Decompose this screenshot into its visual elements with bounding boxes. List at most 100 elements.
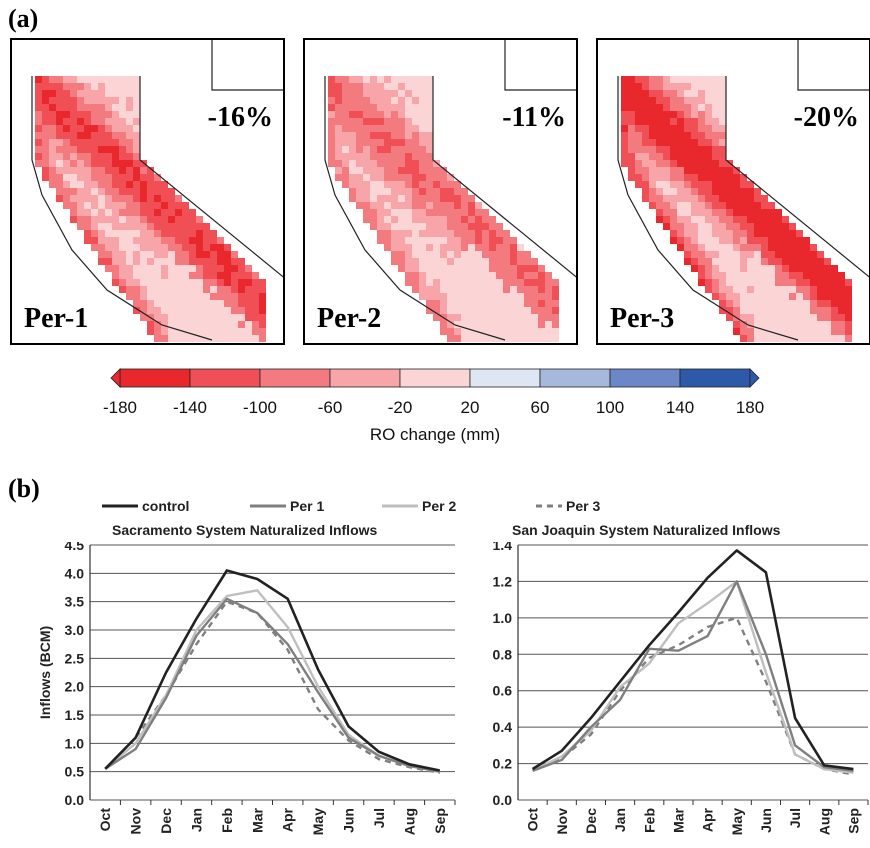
map-cell [133, 300, 140, 307]
map-cell [489, 230, 496, 237]
map-change-percent: -16% [207, 102, 273, 133]
map-cell [447, 251, 454, 258]
map-cell [112, 216, 119, 223]
map-cell [733, 223, 740, 230]
map-cell [517, 321, 524, 328]
map-cell [217, 307, 224, 314]
colorbar-tick-label: 60 [530, 398, 550, 417]
map-cell [349, 90, 356, 97]
map-cell [377, 195, 384, 202]
map-cell [789, 328, 796, 335]
map-cell [719, 181, 726, 188]
map-cell [133, 279, 140, 286]
map-cell [719, 125, 726, 132]
map-cell [133, 230, 140, 237]
map-cell [782, 314, 789, 321]
map-cell [168, 293, 175, 300]
map-cell [238, 258, 245, 265]
map-cell [747, 321, 754, 328]
map-cell [824, 265, 831, 272]
map-cell [775, 230, 782, 237]
map-cell [140, 300, 147, 307]
map-cell [419, 237, 426, 244]
map-cell [126, 258, 133, 265]
map-cell [245, 321, 252, 328]
map-cell [517, 335, 524, 342]
map-cell [740, 286, 747, 293]
map-cell [203, 237, 210, 244]
map-cell [189, 300, 196, 307]
map-cell [175, 258, 182, 265]
map-cell [419, 76, 426, 83]
map-cell [705, 223, 712, 230]
map-cell [412, 237, 419, 244]
y-tick-label: 0.6 [493, 683, 513, 699]
map-cell [468, 237, 475, 244]
map-cell [531, 314, 538, 321]
map-cell [475, 300, 482, 307]
map-cell [747, 265, 754, 272]
map-cell [698, 195, 705, 202]
map-cell [49, 97, 56, 104]
map-cell [761, 195, 768, 202]
map-cell [91, 97, 98, 104]
map-cell [356, 195, 363, 202]
map-cell [705, 188, 712, 195]
map-cell [98, 181, 105, 188]
map-cell [761, 328, 768, 335]
map-cell [747, 286, 754, 293]
map-cell [84, 209, 91, 216]
map-cell [698, 104, 705, 111]
map-cell [817, 279, 824, 286]
map-cell [712, 279, 719, 286]
map-cell [168, 230, 175, 237]
map-cell [440, 265, 447, 272]
map-cell [259, 335, 266, 342]
map-cell [335, 146, 342, 153]
map-cell [391, 216, 398, 223]
map-cell [56, 104, 63, 111]
map-cell [384, 181, 391, 188]
map-cell [335, 139, 342, 146]
map-cell [719, 132, 726, 139]
map-cell [726, 216, 733, 223]
map-cell [503, 286, 510, 293]
map-cell [628, 146, 635, 153]
map-cell [154, 286, 161, 293]
map-cell [810, 314, 817, 321]
map-cell [224, 279, 231, 286]
map-cell [712, 104, 719, 111]
x-tick-label: Aug [401, 808, 417, 835]
map-cell [398, 230, 405, 237]
map-cell [538, 279, 545, 286]
map-cell [56, 195, 63, 202]
y-tick-label: 1.0 [493, 610, 513, 626]
map-cell [182, 307, 189, 314]
map-cell [412, 153, 419, 160]
colorbar-tick-label: 20 [460, 398, 480, 417]
map-cell [419, 160, 426, 167]
map-cell [49, 118, 56, 125]
map-cell [224, 293, 231, 300]
map-cell [433, 300, 440, 307]
map-cell [161, 188, 168, 195]
map-cell [328, 76, 335, 83]
map-cell [384, 76, 391, 83]
map-cell [789, 321, 796, 328]
map-cell [370, 216, 377, 223]
colorbar-segment [119, 368, 191, 388]
map-cell [419, 195, 426, 202]
map-cell [747, 307, 754, 314]
map-cell [691, 237, 698, 244]
map-cell [35, 104, 42, 111]
map-cell [447, 265, 454, 272]
map-cell [510, 258, 517, 265]
map-cell [49, 90, 56, 97]
map-cell [412, 181, 419, 188]
map-cell [231, 258, 238, 265]
map-cell [733, 272, 740, 279]
map-cell [545, 272, 552, 279]
map-cell [405, 76, 412, 83]
map-cell [335, 104, 342, 111]
map-cell [56, 118, 63, 125]
